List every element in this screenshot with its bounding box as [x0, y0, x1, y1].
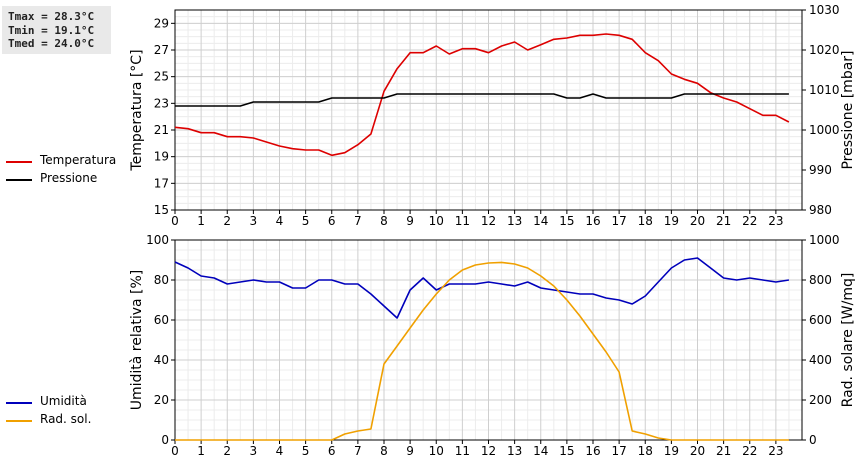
top-ylabel: Temperatura [°C]	[129, 49, 145, 171]
top-ytick-label: 25	[154, 70, 169, 84]
bottom-ytick-label: 100	[146, 233, 169, 247]
top-xtick-label: 23	[768, 214, 783, 228]
top-y2tick-label: 990	[809, 163, 832, 177]
bottom-xtick-label: 8	[380, 444, 388, 458]
top-xtick-label: 21	[716, 214, 731, 228]
bottom-xtick-label: 15	[559, 444, 574, 458]
top-ytick-label: 23	[154, 96, 169, 110]
top-xtick-label: 14	[533, 214, 548, 228]
tmed-stat: Tmed = 24.0°C	[8, 37, 95, 50]
top-y2tick-label: 980	[809, 203, 832, 217]
top-xtick-label: 17	[611, 214, 626, 228]
top-xtick-label: 16	[585, 214, 600, 228]
top-xtick-label: 10	[429, 214, 444, 228]
bottom-ytick-label: 20	[154, 393, 169, 407]
bottom-y2tick-label: 0	[809, 433, 817, 447]
top-xtick-label: 12	[481, 214, 496, 228]
bottom-xtick-label: 1	[197, 444, 205, 458]
bottom-ytick-label: 40	[154, 353, 169, 367]
top-xtick-label: 6	[328, 214, 336, 228]
bottom-xtick-label: 14	[533, 444, 548, 458]
top-ytick-label: 15	[154, 203, 169, 217]
top-xtick-label: 15	[559, 214, 574, 228]
bottom-xtick-label: 19	[664, 444, 679, 458]
top-xtick-label: 20	[690, 214, 705, 228]
bottom-xtick-label: 13	[507, 444, 522, 458]
tmin-stat: Tmin = 19.1°C	[8, 23, 95, 37]
bottom-xtick-label: 2	[223, 444, 231, 458]
top-ytick-label: 21	[154, 123, 169, 137]
bottom-xtick-label: 0	[171, 444, 179, 458]
bottom-xtick-label: 7	[354, 444, 362, 458]
legend-swatch-humidity	[6, 402, 32, 404]
top-y2label: Pressione [mbar]	[840, 50, 856, 169]
bottom-y2label: Rad. solare [W/mq]	[840, 273, 856, 408]
legend-label-radiation: Rad. sol.	[40, 412, 92, 426]
top-xtick-label: 19	[664, 214, 679, 228]
legend-label-humidity: Umidità	[40, 394, 87, 408]
top-xtick-label: 18	[638, 214, 653, 228]
bottom-xtick-label: 17	[611, 444, 626, 458]
top-xtick-label: 11	[455, 214, 470, 228]
top-y2tick-label: 1000	[809, 123, 840, 137]
bottom-xtick-label: 21	[716, 444, 731, 458]
top-xtick-label: 1	[197, 214, 205, 228]
series-line-temperatura	[174, 33, 790, 157]
top-xtick-label: 13	[507, 214, 522, 228]
tmax-stat: Tmax = 28.3°C	[8, 10, 95, 23]
bottom-y2tick-label: 800	[809, 273, 832, 287]
bottom-xtick-label: 23	[768, 444, 783, 458]
bottom-y2tick-label: 200	[809, 393, 832, 407]
legend-swatch-radiation	[6, 420, 32, 422]
top-xtick-label: 5	[302, 214, 310, 228]
bottom-xtick-label: 12	[481, 444, 496, 458]
bottom-y2tick-label: 400	[809, 353, 832, 367]
bottom-ytick-label: 60	[154, 313, 169, 327]
top-xtick-label: 22	[742, 214, 757, 228]
bottom-ytick-label: 80	[154, 273, 169, 287]
series-line-umidit	[174, 257, 790, 319]
bottom-xtick-label: 11	[455, 444, 470, 458]
bottom-xtick-label: 20	[690, 444, 705, 458]
top-xtick-label: 3	[250, 214, 258, 228]
top-ytick-label: 19	[154, 150, 169, 164]
series-line-rad-sol	[175, 261, 789, 441]
top-xtick-label: 7	[354, 214, 362, 228]
legend-label-pressure: Pressione	[40, 171, 98, 185]
bottom-xtick-label: 16	[585, 444, 600, 458]
bottom-y2tick-label: 1000	[809, 233, 840, 247]
top-xtick-label: 8	[380, 214, 388, 228]
top-xtick-label: 4	[276, 214, 284, 228]
top-y2tick-label: 1030	[809, 3, 840, 17]
bottom-xtick-label: 22	[742, 444, 757, 458]
bottom-xtick-label: 18	[638, 444, 653, 458]
bottom-xtick-label: 10	[429, 444, 444, 458]
series-line-pressione	[175, 93, 789, 107]
bottom-xtick-label: 9	[406, 444, 414, 458]
bottom-ylabel: Umidità relativa [%]	[129, 270, 145, 411]
legend-swatch-temperature	[6, 161, 32, 163]
bottom-xtick-label: 3	[250, 444, 258, 458]
top-y2tick-label: 1010	[809, 83, 840, 97]
legend-swatch-pressure	[6, 179, 32, 181]
bottom-y2tick-label: 600	[809, 313, 832, 327]
top-y2tick-label: 1020	[809, 43, 840, 57]
bottom-xtick-label: 6	[328, 444, 336, 458]
top-xtick-label: 9	[406, 214, 414, 228]
stats-box: Tmax = 28.3°C Tmin = 19.1°C Tmed = 24.0°…	[2, 6, 111, 54]
top-ytick-label: 27	[154, 43, 169, 57]
top-ytick-label: 29	[154, 16, 169, 30]
bottom-ytick-label: 0	[161, 433, 169, 447]
legend-label-temperature: Temperatura	[40, 153, 117, 167]
top-xtick-label: 2	[223, 214, 231, 228]
top-ytick-label: 17	[154, 176, 169, 190]
top-xtick-label: 0	[171, 214, 179, 228]
bottom-xtick-label: 4	[276, 444, 284, 458]
bottom-xtick-label: 5	[302, 444, 310, 458]
